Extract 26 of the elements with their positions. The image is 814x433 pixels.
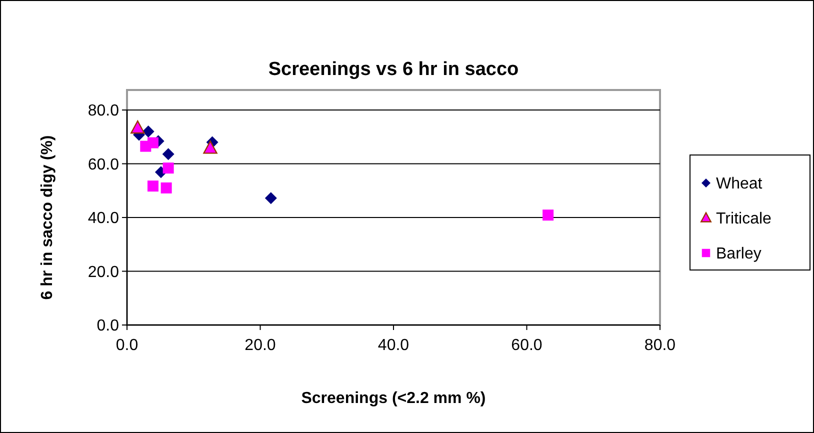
point <box>147 137 158 148</box>
y-tick-label: 20.0 <box>88 264 120 281</box>
y-tick-label: 40.0 <box>88 210 120 228</box>
point <box>142 126 154 138</box>
point <box>264 192 277 204</box>
y-tick-label: 80.0 <box>88 102 120 120</box>
chart-title: Screenings vs 6 hr in sacco <box>268 59 519 80</box>
y-tick-label: 0.0 <box>96 318 120 335</box>
x-tick-label: 0.0 <box>116 337 138 354</box>
point <box>542 210 554 221</box>
legend-label: Triticale <box>716 210 772 228</box>
point <box>203 140 218 154</box>
x-tick-label: 60.0 <box>511 337 542 354</box>
x-tick-label: 20.0 <box>244 337 276 354</box>
legend-label: Wheat <box>716 176 763 193</box>
point <box>147 180 158 192</box>
legend-label: Barley <box>716 246 762 263</box>
point <box>162 162 174 174</box>
x-axis-title: Screenings (<2.2 mm %) <box>301 390 486 407</box>
point <box>162 148 174 160</box>
x-tick-label: 80.0 <box>644 337 676 354</box>
point <box>130 120 145 134</box>
point <box>160 182 172 194</box>
y-axis-title: 6 hr in sacco digy (%) <box>39 135 56 300</box>
x-tick-label: 40.0 <box>378 337 410 354</box>
y-tick-label: 60.0 <box>88 156 120 174</box>
